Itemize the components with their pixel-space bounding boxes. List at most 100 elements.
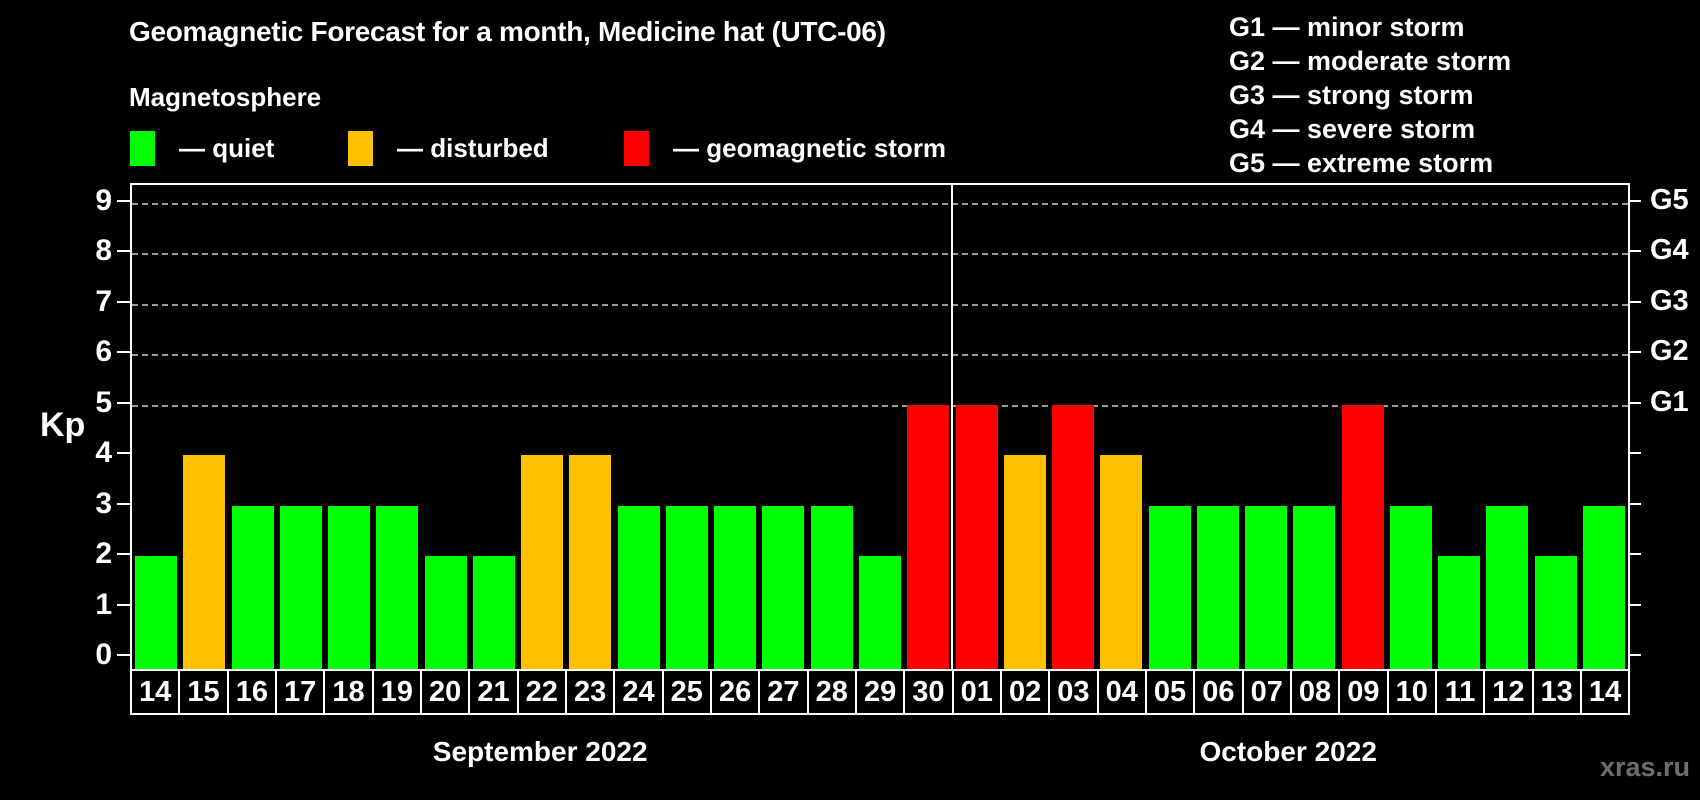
kp-bar-day-19 xyxy=(376,505,419,669)
g-legend-row-2: G2 — moderate storm xyxy=(1229,46,1512,76)
kp-bar-day-11 xyxy=(1438,556,1481,669)
y-tick-6 xyxy=(117,351,130,353)
kp-bar-day-20 xyxy=(424,556,467,669)
day-cell-29: 29 xyxy=(854,669,906,715)
gridline-kp5 xyxy=(132,404,1628,407)
kp-bar-day-13 xyxy=(1534,556,1577,669)
y-tick-3 xyxy=(117,502,130,505)
kp-bar-day-24 xyxy=(617,505,660,669)
g-label-G4: G4 xyxy=(1650,234,1689,266)
g-label-G2: G2 xyxy=(1650,335,1689,367)
y-tick-label-4: 4 xyxy=(95,436,112,469)
g-tick-7 xyxy=(1628,300,1641,303)
g-tick-9 xyxy=(1628,199,1641,202)
kp-bar-day-27 xyxy=(762,505,805,669)
day-cell-12: 12 xyxy=(1483,669,1534,715)
kp-bar-day-04 xyxy=(1100,455,1143,669)
day-cell-08: 08 xyxy=(1289,669,1341,715)
legend-label-disturbed: — disturbed xyxy=(397,133,549,163)
kp-bar-day-14 xyxy=(135,556,178,669)
legend-label-storm: — geomagnetic storm xyxy=(673,133,947,163)
kp-bar-day-30 xyxy=(907,404,950,669)
kp-bar-day-05 xyxy=(1148,505,1191,669)
y-tick-8 xyxy=(117,250,130,252)
kp-bar-day-07 xyxy=(1245,505,1288,669)
day-cell-03: 03 xyxy=(1048,669,1099,715)
y-tick-0 xyxy=(117,654,130,656)
day-cell-19: 19 xyxy=(371,669,422,715)
day-cell-13: 13 xyxy=(1531,669,1582,715)
g-tick-2 xyxy=(1628,553,1641,555)
day-cell-14: 14 xyxy=(1579,669,1631,715)
day-cell-20: 20 xyxy=(419,669,471,715)
kp-bar-day-16 xyxy=(231,505,274,669)
legend-label-quiet: — quiet xyxy=(179,133,275,163)
kp-bar-day-10 xyxy=(1389,505,1432,669)
day-cell-26: 26 xyxy=(709,669,761,715)
day-cell-07: 07 xyxy=(1241,669,1292,715)
day-cell-18: 18 xyxy=(323,669,374,715)
y-tick-label-1: 1 xyxy=(95,587,112,621)
kp-bar-day-18 xyxy=(328,505,371,669)
day-cell-16: 16 xyxy=(226,669,277,715)
g-legend-row-1: G1 — minor storm xyxy=(1229,12,1465,42)
g-label-G1: G1 xyxy=(1650,385,1689,418)
g-legend-row-5: G5 — extreme storm xyxy=(1229,148,1494,178)
status-legend: — quiet — disturbed — geomagnetic storm xyxy=(0,131,1700,169)
y-tick-7 xyxy=(117,300,130,303)
y-axis-title: Kp xyxy=(40,406,86,444)
g-label-G3: G3 xyxy=(1650,284,1689,317)
legend-item-disturbed: — disturbed xyxy=(348,131,549,166)
g-label-G5: G5 xyxy=(1650,183,1689,216)
day-cell-04: 04 xyxy=(1096,669,1147,715)
kp-bar-day-28 xyxy=(810,505,853,669)
g-tick-5 xyxy=(1628,401,1641,404)
legend-swatch-disturbed xyxy=(348,131,373,166)
month-separator-line xyxy=(951,185,954,669)
day-cell-22: 22 xyxy=(516,669,567,715)
x-axis-day-labels: 14 15 16 17 18 19 20 21 22 23 24 25 26 27 28 29 30 01 02 03… xyxy=(130,669,1631,715)
day-cell-25: 25 xyxy=(661,669,712,715)
kp-bar-day-12 xyxy=(1486,505,1529,669)
y-tick-label-5: 5 xyxy=(95,385,112,419)
y-tick-9 xyxy=(117,199,130,202)
legend-item-storm: — geomagnetic storm xyxy=(624,131,946,166)
day-cell-01: 01 xyxy=(951,669,1002,715)
kp-bar-day-23 xyxy=(569,455,612,669)
day-cell-02: 02 xyxy=(999,669,1051,715)
y-tick-label-2: 2 xyxy=(95,537,112,570)
legend-item-quiet: — quiet xyxy=(130,131,274,166)
page-title: Geomagnetic Forecast for a month, Medici… xyxy=(129,16,886,47)
kp-bar-day-09 xyxy=(1341,404,1384,669)
g-scale-legend: G1 — minor storm G2 — moderate storm G3 — … xyxy=(1229,10,1511,180)
gridline-kp8 xyxy=(132,253,1628,255)
kp-bar-day-25 xyxy=(665,505,708,669)
legend-swatch-storm xyxy=(624,131,649,166)
y-tick-label-7: 7 xyxy=(95,284,112,318)
kp-bar-day-03 xyxy=(1052,404,1095,669)
y-tick-label-9: 9 xyxy=(95,183,112,217)
y-tick-label-8: 8 xyxy=(95,234,112,267)
month-label-october: October 2022 xyxy=(1199,736,1377,767)
kp-bar-day-15 xyxy=(183,455,226,669)
day-cell-15: 15 xyxy=(178,669,229,715)
g-tick-3 xyxy=(1628,502,1641,505)
legend-swatch-quiet xyxy=(130,131,155,166)
g-tick-0 xyxy=(1628,654,1641,656)
plot-area xyxy=(130,183,1630,669)
day-cell-28: 28 xyxy=(806,669,857,715)
kp-bar-day-22 xyxy=(521,455,564,669)
day-cell-05: 05 xyxy=(1144,669,1196,715)
day-cell-24: 24 xyxy=(613,669,664,715)
kp-bar-day-21 xyxy=(472,556,515,669)
kp-bar-day-29 xyxy=(859,556,901,669)
g-tick-8 xyxy=(1628,250,1641,252)
gridline-kp6 xyxy=(132,354,1628,356)
day-cell-30: 30 xyxy=(903,669,954,715)
kp-bar-day-14 xyxy=(1582,505,1625,669)
g-tick-4 xyxy=(1628,452,1641,454)
y-tick-4 xyxy=(117,452,130,454)
g-legend-row-4: G4 — severe storm xyxy=(1229,114,1476,144)
kp-bar-day-01 xyxy=(955,404,998,669)
